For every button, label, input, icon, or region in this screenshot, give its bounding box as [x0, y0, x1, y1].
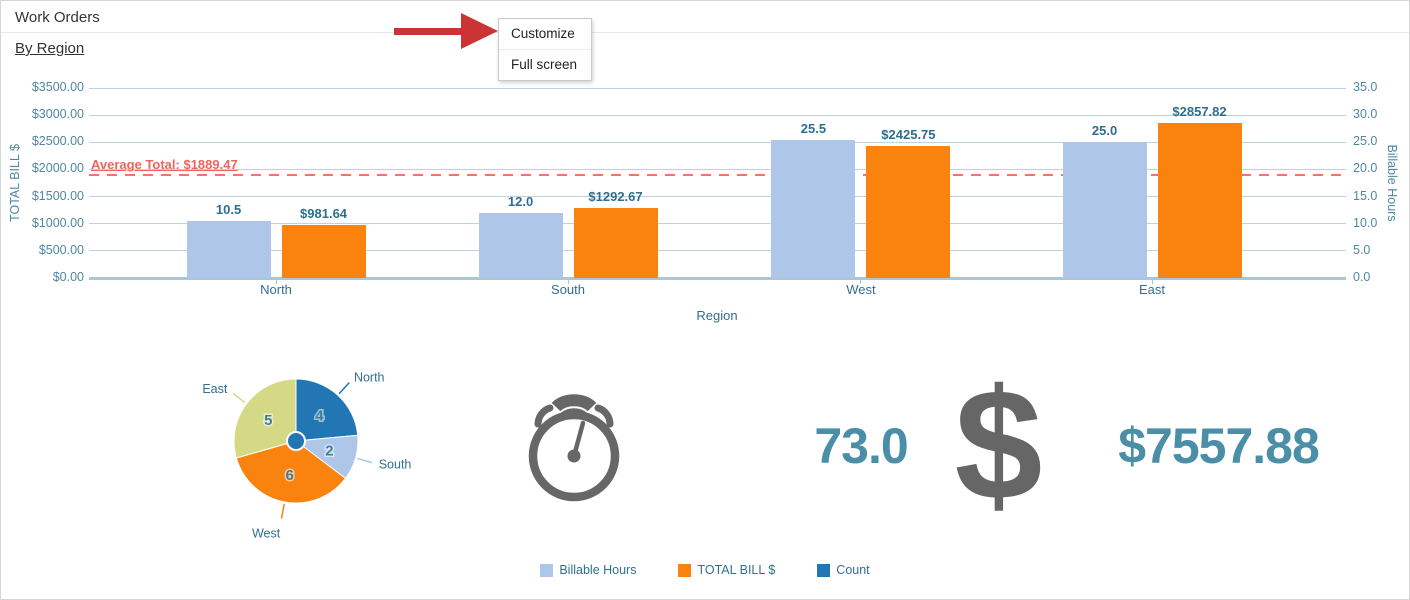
pie-leader-line	[232, 392, 246, 404]
bar-total-bill-south[interactable]	[573, 207, 658, 278]
pie-label-south: South	[379, 458, 412, 472]
legend-item-count[interactable]: Count	[817, 563, 870, 577]
total-bill-value: $7557.88	[1118, 418, 1320, 474]
pie-value-east: 5	[264, 412, 272, 429]
category-tick	[275, 278, 277, 284]
gridline	[89, 114, 1346, 116]
bar-total-bill-north[interactable]	[281, 224, 366, 278]
right-axis-title: Billable Hours	[1385, 144, 1399, 222]
by-region-link[interactable]: By Region	[15, 40, 85, 57]
dollar-icon: $	[954, 357, 1043, 533]
legend-label: Billable Hours	[559, 563, 637, 577]
gridline	[89, 223, 1346, 225]
left-axis-title: TOTAL BILL $	[8, 144, 22, 222]
x-axis-label: Region	[696, 308, 738, 323]
category-label: East	[1139, 282, 1166, 297]
left-tick-label: $500.00	[38, 242, 84, 257]
gridline	[89, 168, 1346, 170]
bar-billable-hours-west[interactable]	[771, 139, 856, 278]
legend-label: Count	[836, 563, 870, 577]
total-hours-value: 73.0	[814, 418, 908, 474]
average-line	[89, 174, 1346, 177]
annotation-arrow-icon	[461, 13, 498, 49]
pie-leader-line	[280, 503, 285, 519]
pie-slice-west[interactable]	[235, 440, 347, 504]
total-bill-swatch	[678, 563, 692, 577]
pie-leader-line	[357, 457, 373, 464]
category-label: South	[551, 282, 586, 297]
left-tick-label: $1000.00	[31, 215, 84, 230]
stopwatch-icon	[528, 394, 620, 502]
left-tick-label: $0.00	[52, 270, 84, 284]
pie-value-north: 4	[315, 407, 324, 424]
bar-value-label: 12.0	[507, 193, 534, 209]
legend-item-billable-hours[interactable]: Billable Hours	[540, 563, 636, 577]
count-swatch	[817, 563, 831, 577]
legend-label: TOTAL BILL $	[697, 563, 776, 577]
pie-label-north: North	[354, 370, 385, 384]
header-divider	[1, 32, 1409, 33]
bar-billable-hours-north[interactable]	[186, 221, 271, 278]
left-tick-label: $2500.00	[31, 134, 84, 149]
pie-slice-north[interactable]	[295, 378, 359, 442]
annotation-arrow-shaft	[394, 28, 462, 35]
gridline	[89, 250, 1346, 252]
bar-billable-hours-south[interactable]	[478, 212, 563, 278]
menu-item-customize[interactable]: Customize	[499, 19, 591, 50]
category-tick	[567, 278, 569, 284]
right-tick-label: 35.0	[1353, 80, 1378, 94]
pie-leader-line	[338, 382, 350, 395]
right-tick-label: 30.0	[1353, 107, 1378, 122]
left-tick-label: $2000.00	[31, 161, 84, 176]
count-pie-chart: North 4 South 2 West 6 East 5	[202, 370, 412, 541]
legend-item-total-bill[interactable]: TOTAL BILL $	[678, 563, 775, 577]
billable-hours-swatch	[540, 563, 554, 577]
pie-value-west: 6	[285, 467, 293, 484]
left-tick-label: $3000.00	[31, 107, 84, 122]
chart-legend: Billable Hours TOTAL BILL $ Count	[1, 563, 1409, 577]
pie-label-west: West	[252, 527, 281, 541]
bar-value-label: $2425.75	[881, 127, 936, 143]
category-tick	[860, 278, 862, 284]
category-tick	[1151, 278, 1153, 284]
gridline	[89, 87, 1346, 89]
right-tick-label: 20.0	[1353, 161, 1378, 176]
pie-center-dot	[286, 431, 306, 451]
right-tick-label: 10.0	[1353, 215, 1378, 230]
bar-value-label: 25.5	[800, 120, 827, 136]
page-title: Work Orders	[15, 9, 100, 26]
right-tick-label: 25.0	[1353, 134, 1378, 149]
right-tick-label: 5.0	[1353, 242, 1371, 257]
pie-value-south: 2	[325, 443, 333, 460]
bar-total-bill-west[interactable]	[866, 146, 951, 278]
menu-item-full-screen[interactable]: Full screen	[511, 57, 578, 72]
right-tick-label: 15.0	[1353, 188, 1378, 203]
bar-value-label: 10.5	[215, 202, 242, 217]
bar-value-label: $2857.82	[1172, 103, 1227, 119]
left-tick-label: $1500.00	[31, 188, 84, 203]
gridline	[89, 141, 1346, 143]
gridline	[89, 196, 1346, 198]
bar-billable-hours-east[interactable]	[1062, 142, 1147, 278]
bar-value-label: 25.0	[1091, 123, 1118, 139]
left-tick-label: $3500.00	[31, 80, 84, 94]
context-menu: Customize Full screen	[498, 18, 592, 81]
bar-value-label: $981.64	[300, 205, 348, 221]
x-axis-line	[89, 276, 1346, 280]
pie-label-east: East	[202, 382, 228, 396]
right-tick-label: 0.0	[1353, 270, 1371, 284]
category-label: North	[260, 282, 292, 297]
pie-slice-east[interactable]	[233, 378, 297, 459]
average-line-label: Average Total: $1889.47	[91, 157, 238, 172]
category-label: West	[846, 282, 876, 297]
bar-total-bill-east[interactable]	[1157, 122, 1242, 278]
bar-value-label: $1292.67	[588, 188, 643, 204]
